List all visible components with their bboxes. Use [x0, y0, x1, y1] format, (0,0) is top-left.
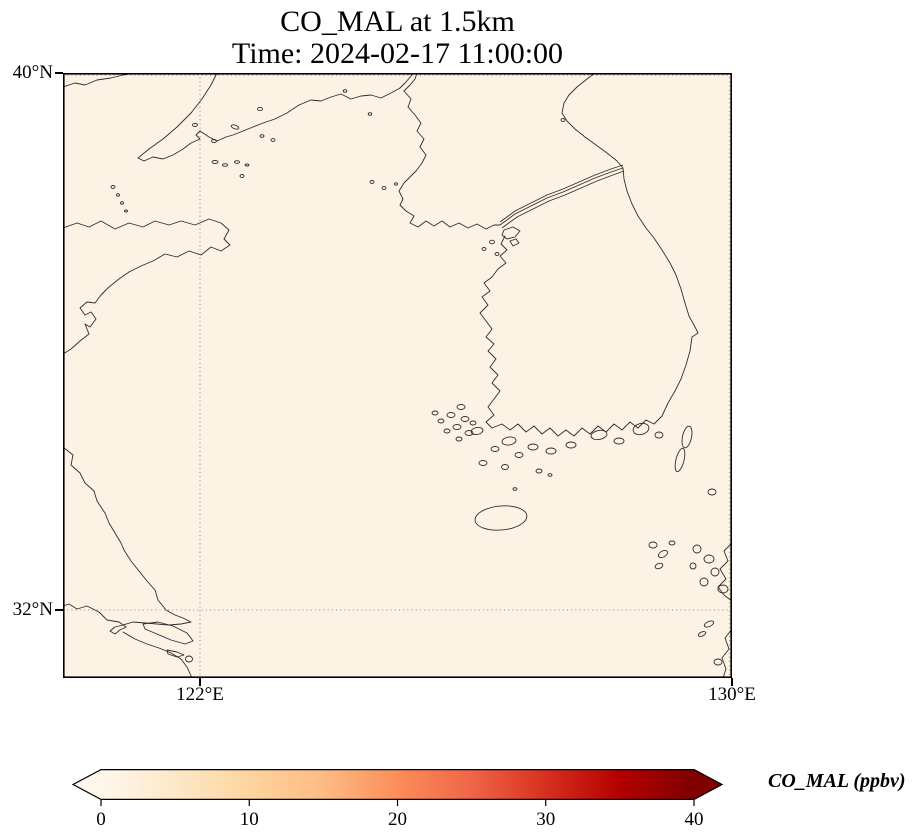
- colorbar-tick-label: 20: [388, 809, 407, 830]
- xtick-label-130e: 130°E: [708, 684, 756, 705]
- ytick-mark-32n: [55, 609, 63, 611]
- co-field: [63, 73, 732, 678]
- ytick-label-40n: 40°N: [12, 62, 53, 83]
- map-frame: [63, 73, 732, 678]
- colorbar-ticks: 0 10 20 30 40: [96, 800, 704, 830]
- colorbar-label: CO_MAL (ppbv): [768, 770, 906, 792]
- colorbar-over-arrow: [694, 769, 723, 800]
- colorbar: 0 10 20 30 40: [72, 769, 723, 830]
- colorbar-gradient-bar: [101, 769, 694, 800]
- xtick-mark-122e: [199, 678, 201, 686]
- colorbar-tick-label: 40: [685, 809, 704, 830]
- colorbar-tick-label: 0: [96, 809, 106, 830]
- dmz-border-lines: [499, 164, 625, 229]
- xtick-mark-130e: [731, 678, 733, 686]
- coastlines: [63, 73, 732, 678]
- graticule: [63, 73, 732, 678]
- colorbar-tick-label: 10: [240, 809, 259, 830]
- colorbar-under-arrow: [72, 769, 101, 800]
- plot-title: CO_MAL at 1.5km: [280, 5, 515, 38]
- map-canvas: [63, 73, 732, 678]
- ytick-mark-40n: [55, 72, 63, 74]
- plot-subtitle-time: Time: 2024-02-17 11:00:00: [231, 37, 564, 70]
- colorbar-outline: [72, 769, 723, 800]
- islands: [110, 89, 729, 637]
- xtick-label-122e: 122°E: [176, 684, 224, 705]
- colorbar-tick-label: 30: [536, 809, 555, 830]
- ytick-label-32n: 32°N: [12, 599, 53, 620]
